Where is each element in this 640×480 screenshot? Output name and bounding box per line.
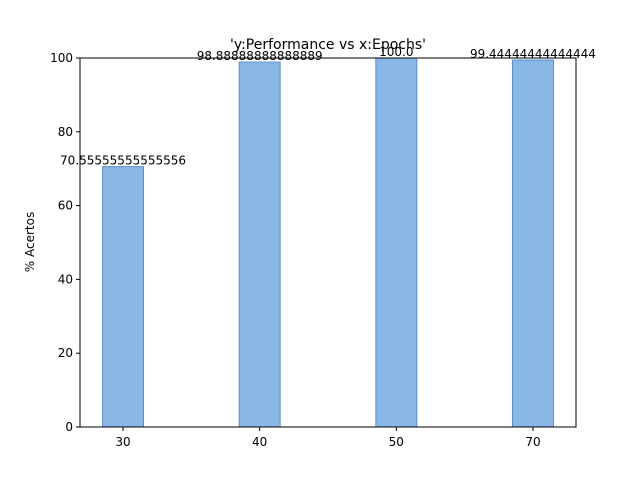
y-tick-label-60: 60 — [58, 199, 73, 213]
data-label-70: 99.44444444444444 — [470, 47, 596, 61]
chart-title: 'y:Performance vs x:Epochs' — [230, 37, 426, 53]
y-axis-title: % Acertos — [23, 212, 37, 272]
y-tick-label-80: 80 — [58, 125, 73, 139]
y-tick-label-0: 0 — [65, 420, 73, 434]
data-label-50: 100.0 — [379, 45, 413, 59]
x-tick-label-70: 70 — [525, 435, 540, 449]
y-tick-label-40: 40 — [58, 272, 73, 286]
y-tick-label-20: 20 — [58, 346, 73, 360]
bar-30 — [102, 166, 145, 428]
bars-group — [102, 57, 554, 428]
x-tick-label-40: 40 — [252, 435, 267, 449]
data-label-30: 70.55555555555556 — [60, 154, 186, 168]
x-tick-label-30: 30 — [115, 435, 130, 449]
y-tick-label-100: 100 — [50, 51, 73, 65]
bar-40 — [238, 61, 281, 428]
x-axis-ticks: 30 40 50 70 — [115, 427, 541, 449]
y-axis-ticks: 0 20 40 60 80 100 — [50, 51, 80, 434]
data-label-40: 98.88888888888889 — [197, 49, 323, 63]
x-tick-label-50: 50 — [389, 435, 404, 449]
bar-70 — [511, 59, 554, 428]
plot-frame — [79, 57, 577, 428]
bar-50 — [375, 57, 418, 428]
